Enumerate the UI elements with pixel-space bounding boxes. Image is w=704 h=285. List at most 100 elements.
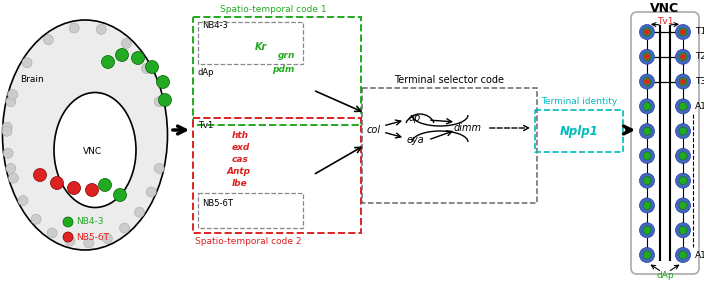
- Text: cas: cas: [232, 155, 249, 164]
- Circle shape: [643, 102, 651, 110]
- Circle shape: [676, 173, 691, 188]
- Ellipse shape: [54, 93, 136, 207]
- Circle shape: [68, 182, 80, 194]
- Circle shape: [643, 201, 651, 209]
- Text: NB4-3: NB4-3: [76, 217, 103, 227]
- Circle shape: [639, 173, 655, 188]
- Text: NB4-3: NB4-3: [202, 21, 228, 30]
- Circle shape: [639, 74, 655, 89]
- Text: Antp: Antp: [227, 167, 251, 176]
- Circle shape: [47, 228, 57, 238]
- Circle shape: [154, 97, 164, 107]
- Text: T2: T2: [695, 52, 704, 61]
- Text: grn: grn: [278, 51, 296, 60]
- Circle shape: [85, 184, 99, 196]
- Text: hth: hth: [232, 131, 249, 140]
- Circle shape: [113, 188, 127, 201]
- Circle shape: [44, 35, 54, 45]
- Text: A10: A10: [695, 251, 704, 260]
- Circle shape: [121, 38, 132, 48]
- Text: ap: ap: [409, 113, 421, 123]
- Text: pdm: pdm: [272, 65, 294, 74]
- Text: lbe: lbe: [232, 179, 248, 188]
- Circle shape: [643, 28, 651, 36]
- Circle shape: [115, 48, 129, 62]
- Text: T1: T1: [695, 27, 704, 36]
- Circle shape: [676, 99, 691, 114]
- Circle shape: [679, 201, 687, 209]
- Circle shape: [645, 79, 649, 84]
- Circle shape: [156, 76, 170, 89]
- Circle shape: [639, 198, 655, 213]
- Circle shape: [639, 223, 655, 238]
- Circle shape: [6, 97, 15, 107]
- Circle shape: [676, 223, 691, 238]
- Circle shape: [154, 163, 164, 173]
- Circle shape: [676, 148, 691, 163]
- Text: Kr: Kr: [255, 42, 268, 52]
- Ellipse shape: [3, 20, 168, 250]
- Circle shape: [2, 126, 12, 136]
- Text: eya: eya: [406, 135, 424, 145]
- Text: Spatio-temporal code 1: Spatio-temporal code 1: [220, 5, 327, 15]
- Text: Nplp1: Nplp1: [560, 125, 598, 137]
- Circle shape: [676, 247, 691, 262]
- Circle shape: [8, 173, 18, 183]
- Circle shape: [679, 127, 687, 135]
- Circle shape: [643, 226, 651, 234]
- Text: Terminal selector code: Terminal selector code: [394, 75, 505, 85]
- Circle shape: [84, 238, 94, 248]
- Circle shape: [22, 58, 32, 68]
- Circle shape: [99, 178, 111, 192]
- Text: NB5-6T: NB5-6T: [76, 233, 109, 241]
- Circle shape: [65, 236, 75, 246]
- Circle shape: [3, 148, 13, 158]
- Circle shape: [679, 226, 687, 234]
- Circle shape: [681, 30, 685, 34]
- Circle shape: [101, 56, 115, 68]
- Circle shape: [142, 64, 151, 74]
- Circle shape: [31, 214, 41, 224]
- Text: NB5-6T: NB5-6T: [202, 199, 233, 208]
- Circle shape: [643, 152, 651, 160]
- Circle shape: [6, 163, 15, 173]
- Circle shape: [8, 89, 18, 99]
- Text: T3: T3: [695, 77, 704, 86]
- Circle shape: [643, 127, 651, 135]
- Circle shape: [132, 52, 144, 64]
- Circle shape: [676, 124, 691, 139]
- Circle shape: [645, 30, 649, 34]
- Circle shape: [102, 233, 113, 243]
- Circle shape: [681, 79, 685, 84]
- Circle shape: [676, 49, 691, 64]
- Circle shape: [120, 223, 130, 233]
- Circle shape: [645, 55, 649, 59]
- Circle shape: [679, 28, 687, 36]
- Circle shape: [51, 176, 63, 190]
- Circle shape: [639, 25, 655, 40]
- Circle shape: [639, 148, 655, 163]
- Circle shape: [679, 152, 687, 160]
- Circle shape: [643, 78, 651, 86]
- Circle shape: [96, 24, 106, 34]
- Text: Tv1: Tv1: [198, 121, 213, 130]
- Circle shape: [676, 74, 691, 89]
- Circle shape: [146, 60, 158, 74]
- Circle shape: [63, 217, 73, 227]
- Circle shape: [643, 53, 651, 61]
- Circle shape: [676, 198, 691, 213]
- Circle shape: [681, 55, 685, 59]
- Text: A1: A1: [695, 102, 704, 111]
- Text: exd: exd: [232, 143, 251, 152]
- Circle shape: [69, 23, 79, 33]
- Circle shape: [146, 187, 156, 197]
- Circle shape: [158, 93, 172, 107]
- Circle shape: [2, 122, 12, 132]
- Text: dAp: dAp: [656, 272, 674, 280]
- Text: Terminal identity: Terminal identity: [541, 97, 617, 105]
- Circle shape: [134, 207, 144, 217]
- Circle shape: [679, 102, 687, 110]
- Circle shape: [639, 99, 655, 114]
- Text: Spatio-temporal code 2: Spatio-temporal code 2: [195, 237, 301, 247]
- Circle shape: [639, 49, 655, 64]
